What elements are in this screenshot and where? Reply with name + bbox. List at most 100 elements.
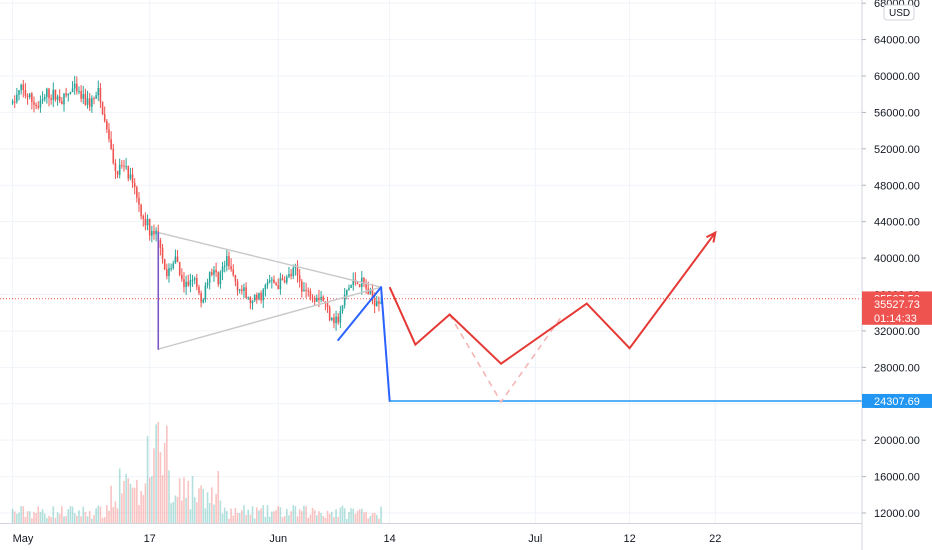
- price-tick-label: 28000.00: [874, 362, 920, 374]
- volume-bar: [288, 515, 290, 523]
- price-tag-label: 24307.69: [874, 396, 920, 408]
- candle-body: [170, 268, 172, 270]
- candle-body: [31, 93, 33, 102]
- volume-bar: [183, 477, 185, 523]
- volume-bar: [260, 508, 262, 523]
- volume-bar: [198, 488, 200, 523]
- volume-bar: [22, 506, 25, 523]
- candle-body: [328, 307, 331, 321]
- candle-body: [352, 279, 355, 286]
- candle-body: [191, 279, 194, 281]
- volume-bar: [178, 478, 181, 523]
- volume-bar: [148, 477, 151, 523]
- candle-body: [136, 187, 138, 198]
- candle-body: [221, 266, 224, 273]
- candle-body: [303, 289, 305, 292]
- candle-body: [181, 274, 183, 280]
- volume-bar: [116, 508, 119, 523]
- volume-bar: [243, 505, 245, 523]
- candle-body: [333, 317, 335, 324]
- candle-body: [296, 265, 299, 276]
- candle-body: [48, 88, 50, 99]
- volume-bar: [281, 517, 284, 523]
- candle-body: [298, 275, 301, 282]
- volume-bar: [266, 505, 269, 523]
- candle-body: [187, 281, 190, 286]
- candle-body: [346, 289, 348, 295]
- candle-body: [226, 256, 228, 266]
- volume-bar: [279, 507, 282, 523]
- volume-bar: [290, 511, 292, 523]
- volume-bars: [11, 422, 382, 523]
- volume-bar: [230, 508, 232, 523]
- candle-body: [230, 266, 232, 270]
- candle-body: [301, 281, 303, 292]
- candle-body: [112, 148, 115, 164]
- volume-bar: [341, 505, 344, 523]
- candle-body: [200, 293, 202, 303]
- volume-bar: [166, 425, 168, 523]
- candle-body: [343, 294, 346, 306]
- candle-body: [106, 121, 108, 130]
- breakout-line: [337, 286, 383, 342]
- candle-body: [313, 299, 316, 302]
- candle-body: [101, 102, 104, 115]
- candle-body: [292, 267, 295, 277]
- volume-bar: [301, 511, 303, 523]
- volume-bar: [286, 508, 288, 523]
- volume-bar: [84, 512, 87, 523]
- volume-bar: [365, 511, 367, 523]
- volume-bar: [97, 505, 100, 523]
- candle-body: [172, 263, 175, 269]
- volume-bar: [67, 509, 70, 523]
- volume-bar: [215, 493, 217, 523]
- candle-body: [151, 231, 153, 236]
- candle-body: [286, 276, 288, 283]
- volume-bar: [191, 476, 194, 523]
- volume-bar: [352, 508, 355, 523]
- volume-bar: [146, 435, 149, 523]
- candle-body: [369, 289, 372, 295]
- volume-bar: [58, 513, 61, 523]
- volume-bar: [181, 500, 183, 523]
- candle-body: [166, 269, 168, 277]
- candle-body: [116, 170, 119, 175]
- volume-bar: [144, 483, 147, 523]
- candle-body: [215, 269, 217, 273]
- volume-bar: [358, 509, 361, 523]
- candle-body: [52, 89, 55, 100]
- volume-bar: [24, 516, 27, 523]
- volume-bar: [322, 515, 325, 523]
- time-tick-label: May: [13, 533, 34, 545]
- candle-body: [217, 272, 220, 285]
- price-tag: [862, 296, 932, 325]
- volume-bar: [343, 508, 346, 523]
- candle-body: [326, 302, 329, 308]
- candle-body: [33, 101, 35, 105]
- candle-body: [108, 129, 110, 140]
- candle-body: [86, 98, 89, 105]
- candle-body: [219, 272, 222, 285]
- candle-body: [24, 90, 27, 96]
- candle-body: [283, 280, 286, 283]
- volume-bar: [54, 517, 57, 523]
- time-tick-label: Jul: [528, 533, 542, 545]
- volume-bar: [61, 506, 63, 523]
- candle-body: [71, 88, 74, 92]
- candle-body: [271, 279, 273, 281]
- volume-bar: [283, 515, 286, 523]
- volume-bar: [380, 506, 382, 523]
- candle-body: [264, 284, 267, 290]
- volume-bar: [50, 517, 52, 523]
- volume-bar: [56, 512, 59, 523]
- candle-body: [348, 287, 350, 290]
- candle-body: [93, 98, 95, 100]
- candle-body: [247, 297, 250, 299]
- price-tag: [862, 393, 932, 408]
- candle-body: [223, 265, 226, 267]
- volume-bar: [238, 512, 241, 523]
- candle-body: [174, 256, 177, 264]
- volume-bar: [249, 514, 252, 523]
